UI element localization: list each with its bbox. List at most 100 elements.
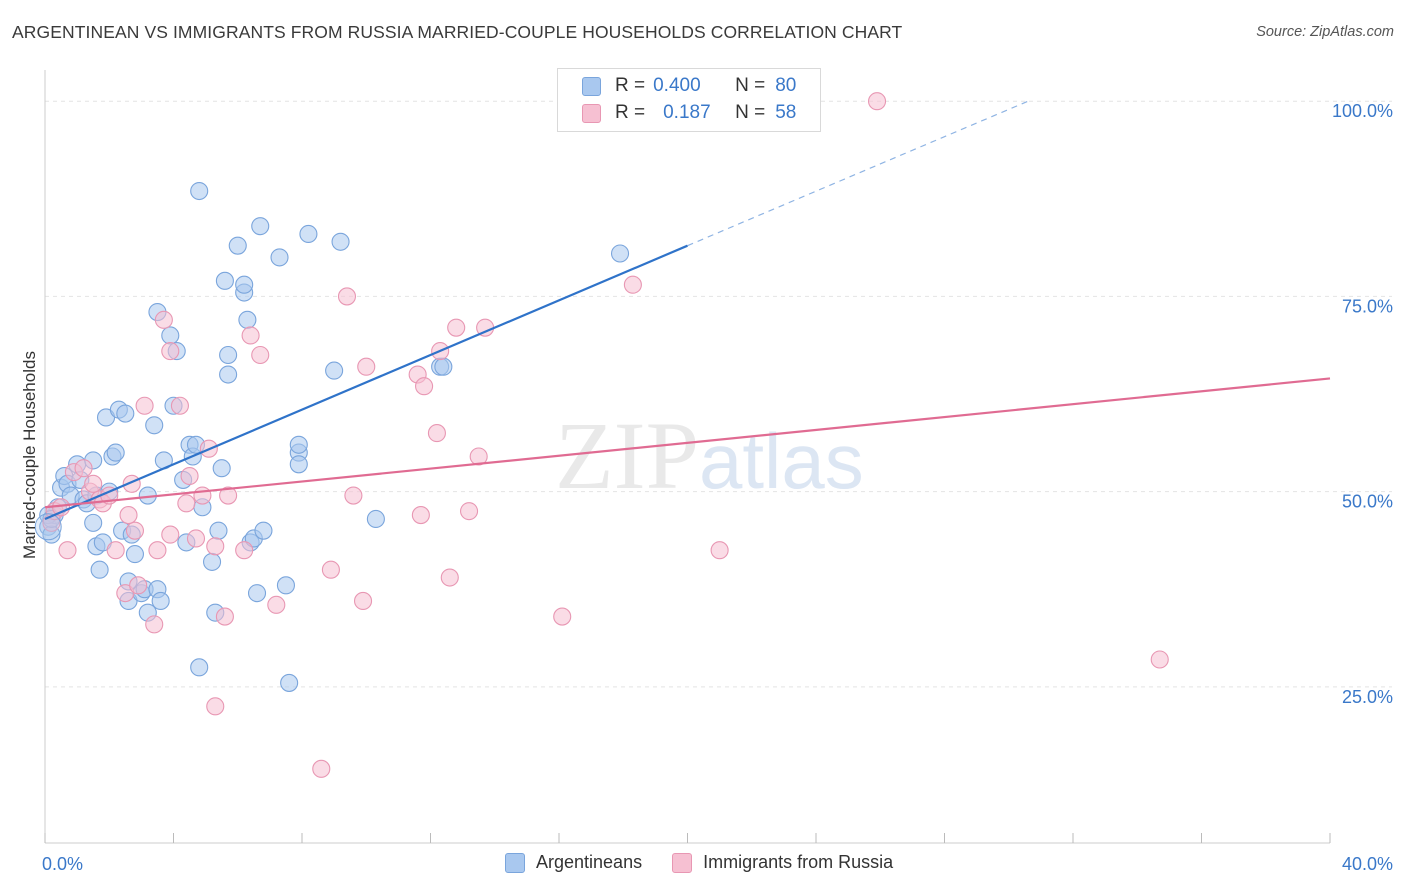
russia-point	[206, 537, 225, 556]
argentinean-point	[116, 404, 135, 423]
russia-point	[170, 396, 189, 415]
russia-point	[623, 275, 642, 294]
russia-point	[161, 525, 180, 544]
argentinean-point	[151, 591, 170, 610]
argentinean-point	[219, 365, 238, 384]
russia-point	[415, 377, 434, 396]
russia-point	[312, 759, 331, 778]
russia-point	[154, 310, 173, 329]
chart-source: Source: ZipAtlas.com	[1256, 24, 1394, 40]
argentinean-point	[331, 232, 350, 251]
russia-point	[357, 357, 376, 376]
russia-point	[1150, 650, 1169, 669]
argentinean-point	[235, 275, 254, 294]
russia-point	[84, 474, 103, 493]
argentinean-point	[610, 244, 630, 263]
argentinean-point	[212, 459, 231, 478]
argentinean-point	[280, 673, 299, 692]
y-tick-label: 50.0%	[1342, 492, 1393, 512]
legend-label-russia: Immigrants from Russia	[703, 852, 894, 872]
russia-point	[74, 459, 93, 478]
argentinean-trend-line	[44, 244, 688, 520]
russia-point	[241, 326, 260, 345]
argentinean-point	[254, 521, 273, 540]
legend-r-value: 0.187	[663, 102, 711, 123]
russia-point	[235, 541, 254, 560]
legend-r-label: R =	[615, 102, 646, 123]
argentinean-point	[299, 224, 318, 244]
argentinean-point	[238, 310, 257, 329]
argentinean-point	[270, 248, 289, 267]
legend-n-value: 58	[775, 102, 797, 123]
legend-r-value: 0.400	[653, 75, 701, 96]
argentinean-point	[190, 181, 209, 201]
correlation-legend: R = 0.400 N = 80 R = 0.187 N = 58	[557, 68, 821, 132]
russia-point	[459, 502, 479, 521]
argentinean-point	[125, 545, 144, 564]
watermark: ZIPatlas	[555, 400, 864, 511]
legend-item-russia[interactable]: Immigrants from Russia	[672, 852, 893, 873]
russia-point	[427, 424, 446, 443]
russia-point	[353, 591, 373, 610]
argentinean-point	[289, 455, 308, 474]
argentinean-point	[251, 217, 270, 236]
russia-point	[440, 568, 459, 587]
russia-point	[447, 318, 466, 337]
argentinean-point	[215, 271, 234, 290]
y-tick-label: 75.0%	[1342, 296, 1393, 316]
argentinean-point	[90, 560, 109, 579]
russia-point	[710, 541, 729, 560]
argentinean-point	[84, 513, 103, 532]
series-legend: Argentineans Immigrants from Russia	[505, 852, 923, 873]
russia-point	[867, 92, 887, 111]
argentinean-point	[247, 584, 267, 603]
argentinean-trend-extension	[687, 100, 1029, 247]
y-axis-label: Married-couple Households	[20, 351, 39, 559]
watermark-zip: ZIP	[555, 402, 699, 509]
russia-point	[553, 607, 572, 626]
legend-n-label: N =	[735, 102, 766, 123]
russia-point	[58, 541, 77, 560]
x-tick-label: 40.0%	[1342, 854, 1393, 874]
legend-row-russia: R = 0.187 N = 58	[582, 101, 796, 125]
legend-n-value: 80	[775, 75, 797, 96]
argentinean-point	[276, 576, 295, 595]
russia-point	[119, 506, 138, 525]
argentinean-point	[106, 443, 125, 462]
argentinean-point	[190, 658, 209, 677]
russia-point	[161, 342, 180, 361]
argentinean-point	[219, 345, 238, 365]
russia-point	[125, 521, 144, 540]
russia-point	[344, 486, 363, 505]
argentinean-point	[289, 435, 308, 454]
legend-swatch-russia	[582, 103, 601, 123]
y-tick-label: 100.0%	[1332, 101, 1393, 121]
argentinean-point	[161, 326, 180, 345]
russia-point	[148, 541, 167, 560]
watermark-atlas: atlas	[699, 417, 864, 505]
argentinean-point	[434, 357, 453, 376]
russia-point	[219, 486, 238, 505]
russia-point	[337, 287, 357, 306]
russia-point	[177, 494, 196, 513]
chart-title: ARGENTINEAN VS IMMIGRANTS FROM RUSSIA MA…	[12, 22, 903, 42]
russia-point	[186, 529, 206, 548]
argentinean-point	[209, 521, 228, 540]
legend-item-argentineans[interactable]: Argentineans	[505, 852, 642, 873]
argentinean-point	[145, 416, 164, 435]
argentinean-point	[34, 513, 62, 541]
russia-point	[215, 607, 234, 626]
russia-point	[251, 345, 270, 365]
argentinean-point	[325, 361, 344, 380]
russia-point	[267, 595, 286, 614]
russia-point	[106, 541, 125, 560]
argentinean-point	[228, 236, 247, 255]
legend-swatch-argentineans	[582, 76, 601, 96]
russia-point	[129, 576, 148, 595]
russia-point	[135, 396, 154, 415]
russia-trend-line	[44, 377, 1331, 509]
y-tick-label: 25.0%	[1342, 687, 1393, 707]
argentinean-point	[366, 509, 385, 529]
russia-point	[469, 447, 488, 466]
